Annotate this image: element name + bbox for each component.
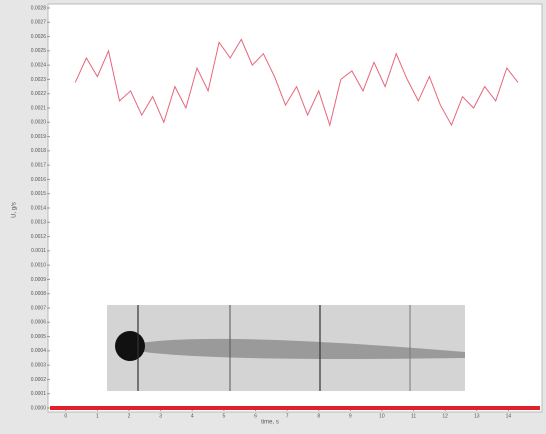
y-tick-label: 0.0016 — [31, 177, 47, 183]
y-tick-label: 0.0014 — [31, 205, 47, 211]
y-tick-label: 0.0021 — [31, 105, 47, 111]
y-tick-label: 0.0007 — [31, 305, 47, 311]
y-tick-label: 0.0018 — [31, 148, 47, 154]
y-tick-label: 0.0019 — [31, 134, 47, 140]
y-tick-label: 0.0009 — [31, 277, 47, 283]
y-tick-label: 0.0028 — [31, 5, 47, 11]
y-axis-label: U, g/s — [12, 202, 18, 218]
y-tick-label: 0.0027 — [31, 20, 47, 26]
y-tick-label: 0.0017 — [31, 162, 47, 168]
x-tick-label: 5 — [222, 413, 225, 419]
inset-photo — [107, 305, 465, 391]
y-tick-label: 0.0003 — [31, 362, 47, 368]
x-tick-label: 3 — [159, 413, 162, 419]
y-tick-label: 0.0008 — [31, 291, 47, 297]
x-tick-label: 12 — [442, 413, 448, 419]
x-tick-label: 9 — [349, 413, 352, 419]
x-tick-label: 8 — [317, 413, 320, 419]
y-tick-label: 0.0000 — [31, 405, 47, 411]
y-tick-label: 0.0025 — [31, 48, 47, 54]
x-tick-label: 4 — [191, 413, 194, 419]
y-tick-label: 0.0001 — [31, 391, 47, 397]
y-tick-label: 0.0022 — [31, 91, 47, 97]
page: {"chart_data": {"type": "line", "x_label… — [0, 0, 546, 434]
y-tick-label: 0.0002 — [31, 377, 47, 383]
y-tick-label: 0.0015 — [31, 191, 47, 197]
y-tick-label: 0.0013 — [31, 220, 47, 226]
y-tick-label: 0.0020 — [31, 120, 47, 126]
x-tick-label: 2 — [128, 413, 131, 419]
y-tick-label: 0.0004 — [31, 348, 47, 354]
y-tick-label: 0.0005 — [31, 334, 47, 340]
y-tick-label: 0.0026 — [31, 34, 47, 40]
x-tick-label: 14 — [506, 413, 512, 419]
x-tick-label: 6 — [254, 413, 257, 419]
x-tick-label: 10 — [379, 413, 385, 419]
x-tick-label: 11 — [411, 413, 416, 419]
y-tick-label: 0.0023 — [31, 77, 47, 83]
y-tick-label: 0.0006 — [31, 320, 47, 326]
x-tick-label: 0 — [64, 413, 67, 419]
y-tick-label: 0.0024 — [31, 62, 47, 68]
y-tick-label: 0.0012 — [31, 234, 47, 240]
x-tick-label: 1 — [96, 413, 99, 419]
y-tick-label: 0.0011 — [31, 248, 46, 254]
y-tick-label: 0.0010 — [31, 262, 47, 268]
x-axis-label: time, s — [261, 420, 279, 426]
x-tick-label: 13 — [474, 413, 480, 419]
x-tick-label: 7 — [286, 413, 289, 419]
chart: time, s U, g/s 0.0000 0.0001 0.0002 0.0003 0… — [0, 0, 546, 434]
